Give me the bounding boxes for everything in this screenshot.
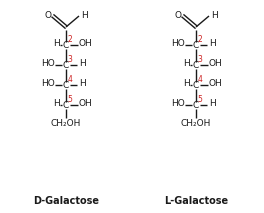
Text: C: C: [193, 60, 199, 69]
Text: C: C: [63, 60, 69, 69]
Text: O: O: [45, 10, 51, 20]
Text: D-Galactose: D-Galactose: [33, 196, 99, 206]
Text: 5: 5: [197, 95, 202, 104]
Text: HO: HO: [41, 59, 55, 69]
Text: H: H: [79, 59, 85, 69]
Text: 4: 4: [68, 75, 72, 83]
Text: C: C: [193, 81, 199, 89]
Text: 2: 2: [68, 35, 72, 43]
Text: H: H: [211, 10, 217, 20]
Text: OH: OH: [208, 79, 222, 88]
Text: L-Galactose: L-Galactose: [164, 196, 228, 206]
Text: H: H: [209, 39, 215, 49]
Text: 4: 4: [197, 75, 202, 83]
Text: 2: 2: [198, 35, 202, 43]
Text: H: H: [53, 39, 59, 49]
Text: 3: 3: [68, 55, 72, 63]
Text: H: H: [53, 99, 59, 108]
Text: HO: HO: [41, 79, 55, 88]
Text: OH: OH: [208, 59, 222, 69]
Text: HO: HO: [171, 39, 185, 49]
Text: CH₂OH: CH₂OH: [181, 118, 211, 128]
Text: O: O: [175, 10, 182, 20]
Text: C: C: [63, 40, 69, 49]
Text: C: C: [63, 81, 69, 89]
Text: H: H: [79, 79, 85, 88]
Text: HO: HO: [171, 99, 185, 108]
Text: H: H: [81, 10, 87, 20]
Text: C: C: [193, 101, 199, 109]
Text: OH: OH: [78, 99, 92, 108]
Text: H: H: [183, 79, 189, 88]
Text: H: H: [183, 59, 189, 69]
Text: H: H: [209, 99, 215, 108]
Text: 3: 3: [197, 55, 202, 63]
Text: C: C: [193, 40, 199, 49]
Text: OH: OH: [78, 39, 92, 49]
Text: 5: 5: [68, 95, 72, 104]
Text: C: C: [63, 101, 69, 109]
Text: CH₂OH: CH₂OH: [51, 118, 81, 128]
